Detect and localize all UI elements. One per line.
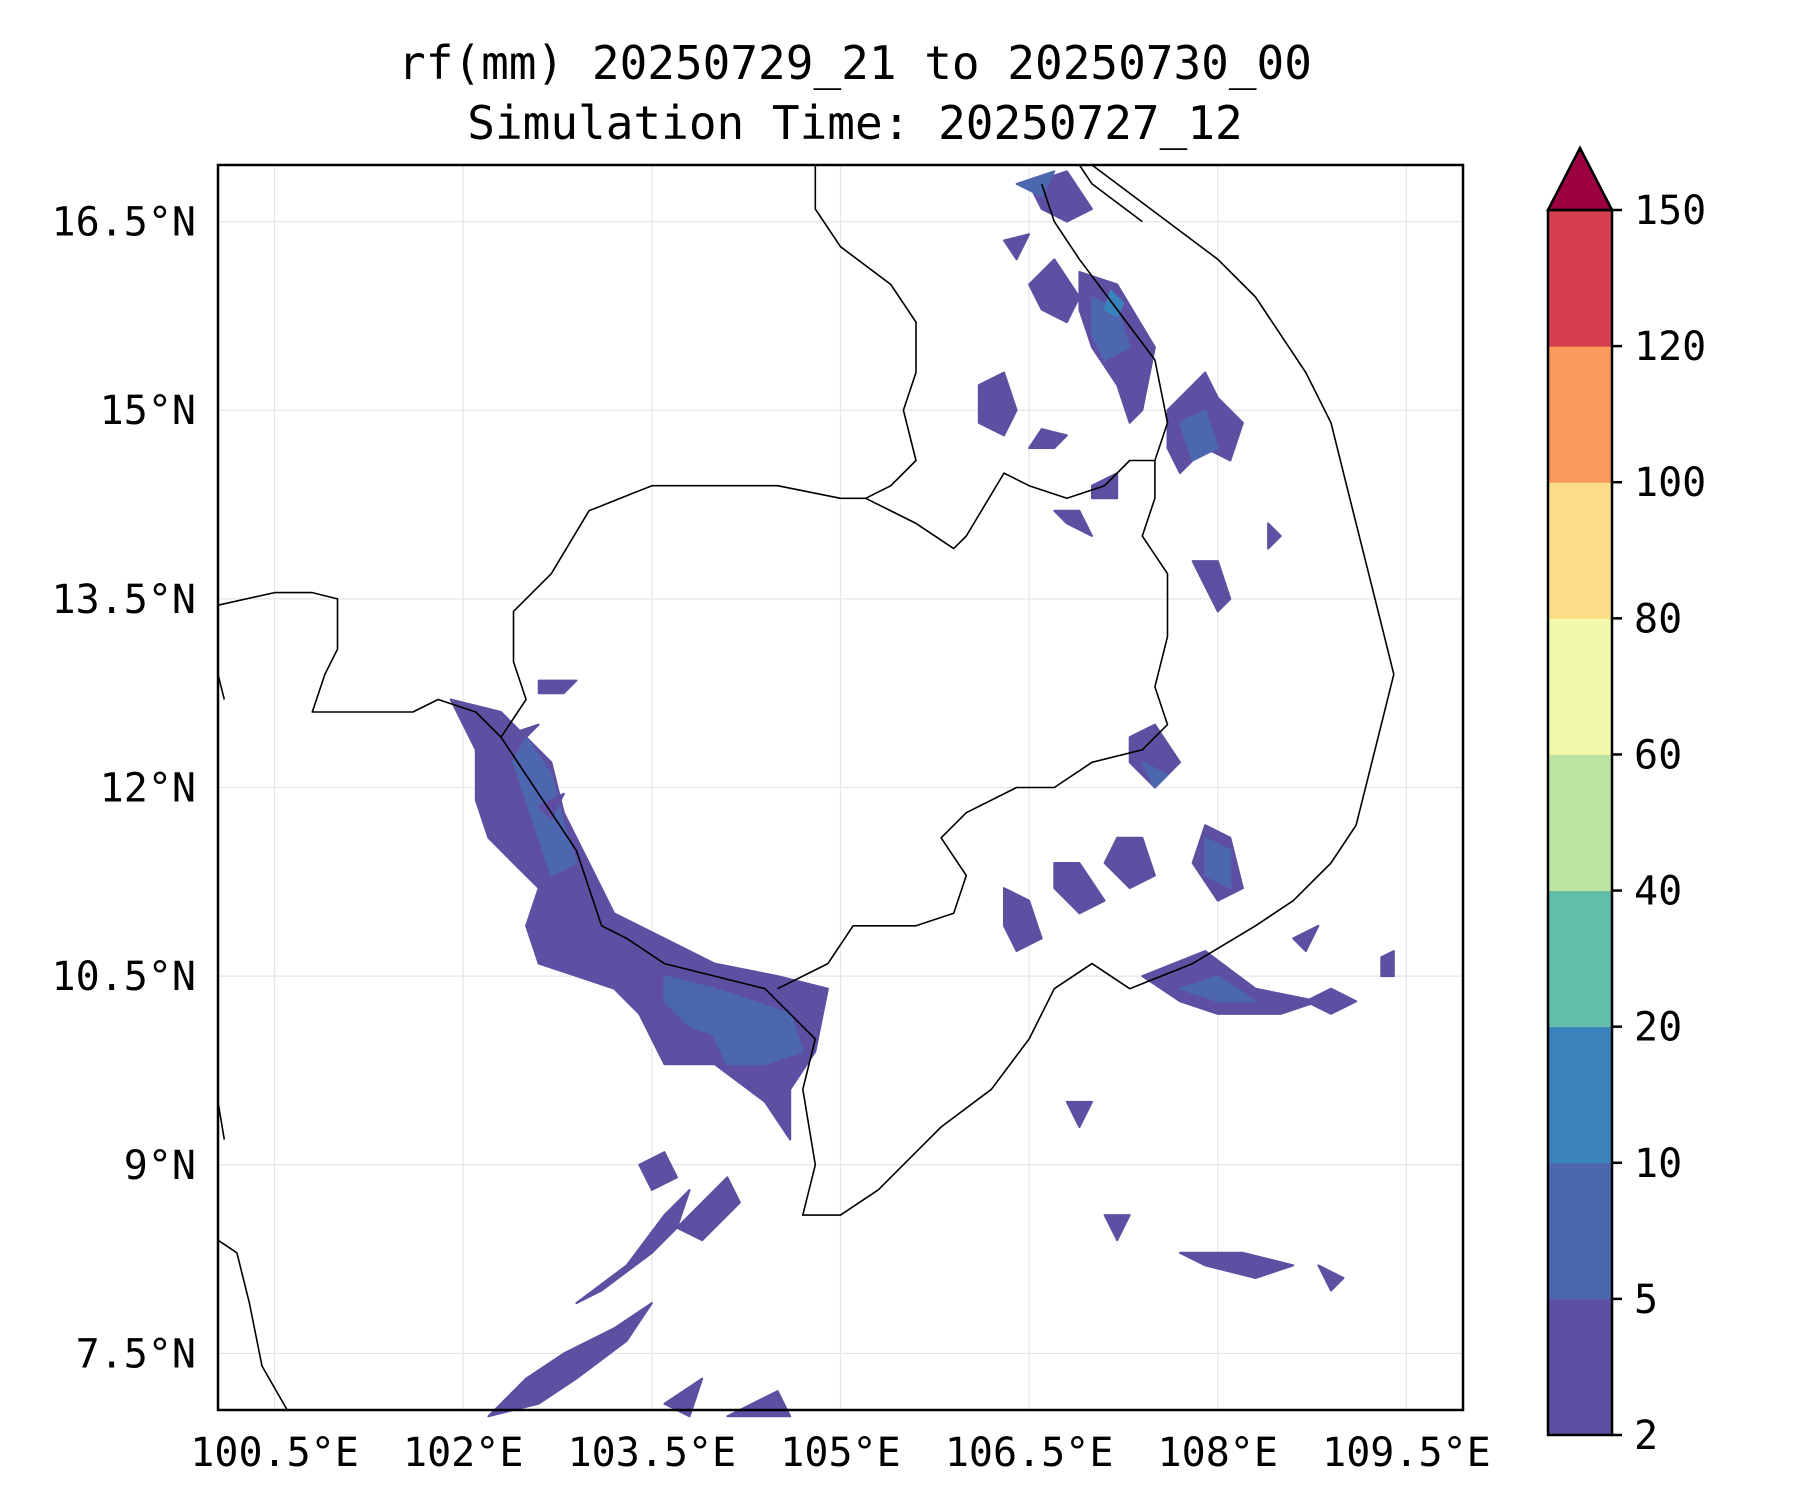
- rain-patch: [537, 792, 565, 820]
- rain-patch: [701, 1012, 766, 1066]
- rain-patch: [1015, 170, 1056, 198]
- rain-patch: [726, 1390, 792, 1418]
- rain-patch: [1317, 1264, 1345, 1292]
- rain-patch: [487, 1302, 653, 1418]
- lat-tick-label: 10.5°N: [52, 954, 197, 1000]
- colorbar-tick-label: 20: [1634, 1005, 1682, 1051]
- lat-tick-label: 15°N: [100, 388, 196, 434]
- rain-patch: [638, 1151, 678, 1191]
- colorbar-segment: [1548, 482, 1612, 619]
- rain-patch: [1141, 761, 1169, 789]
- colorbar-segment: [1548, 890, 1612, 1028]
- colorbar-segment: [1548, 618, 1612, 755]
- colorbar-segment: [1548, 346, 1612, 483]
- rain-patch: [1179, 1251, 1295, 1279]
- rain-patch: [676, 1176, 741, 1242]
- colorbar-tick-label: 80: [1634, 596, 1682, 642]
- lon-tick-label: 100.5°E: [190, 1430, 359, 1476]
- map-frame: [216, 163, 1465, 1412]
- rain-patch: [1103, 289, 1125, 317]
- colorbar-tick-label: 2: [1634, 1413, 1658, 1459]
- colorbar-frame: [1546, 208, 1614, 1437]
- rain-patch: [1292, 924, 1320, 952]
- lat-tick-label: 9°N: [124, 1143, 196, 1189]
- lat-tick-label: 13.5°N: [52, 577, 197, 623]
- outline-line: [865, 459, 1155, 550]
- map-title: rf(mm) 20250729_21 to 20250730_00: [398, 36, 1312, 90]
- rain-patch: [1179, 409, 1219, 462]
- colorbar-tick-label: 120: [1634, 324, 1706, 370]
- map-subtitle: Simulation Time: 20250727_12: [467, 96, 1243, 150]
- lat-tick-label: 12°N: [100, 766, 196, 812]
- lon-tick-label: 105°E: [780, 1430, 900, 1476]
- outline-line: [217, 164, 1395, 1216]
- outline-line: [217, 1239, 288, 1411]
- rain-patch: [1103, 836, 1156, 890]
- rain-patch: [575, 1188, 691, 1305]
- lat-tick-label: 7.5°N: [76, 1331, 196, 1377]
- lon-tick-label: 108°E: [1158, 1430, 1278, 1476]
- rain-patch: [1053, 862, 1106, 915]
- colorbar: 2 5 10 20 40 60 80 100 120 150: [1545, 145, 1706, 1459]
- lon-tick-label: 109.5°E: [1322, 1430, 1491, 1476]
- rain-patch: [537, 679, 578, 695]
- latitude-tick-labels: 16.5°N 15°N 13.5°N 12°N 10.5°N 9°N 7.5°N: [52, 200, 197, 1378]
- colorbar-tick-label: 60: [1634, 732, 1682, 778]
- colorbar-tick-label: 5: [1634, 1277, 1658, 1323]
- colorbar-tick-label: 10: [1634, 1141, 1682, 1187]
- rain-patch: [1053, 509, 1093, 537]
- outline-line: [1040, 183, 1169, 461]
- colorbar-segment: [1548, 210, 1612, 347]
- rain-patch: [1003, 887, 1043, 952]
- lat-tick-label: 16.5°N: [52, 200, 197, 246]
- rain-patch: [663, 975, 804, 1066]
- outline-line: [500, 484, 866, 738]
- longitude-tick-labels: 100.5°E 102°E 103.5°E 105°E 106.5°E 108°E 109.…: [190, 1430, 1490, 1476]
- colorbar-tick-label: 100: [1634, 460, 1706, 506]
- rain-patch: [1065, 1100, 1093, 1128]
- rain-patch: [1003, 233, 1031, 261]
- rainfall-fields: [449, 170, 1395, 1418]
- rain-patch: [1304, 987, 1358, 1015]
- colorbar-segment: [1548, 1298, 1612, 1436]
- rain-patch: [500, 723, 540, 751]
- outline-line: [1078, 164, 1143, 223]
- rain-patch: [977, 371, 1018, 437]
- colorbar-tick-label: 40: [1634, 869, 1682, 915]
- rain-patch: [1103, 1214, 1131, 1242]
- rain-patch: [1028, 428, 1068, 449]
- rain-patch: [1191, 560, 1232, 613]
- lon-tick-label: 106.5°E: [945, 1430, 1114, 1476]
- coastlines-and-borders: [217, 164, 1395, 1411]
- rain-patch: [449, 698, 829, 1141]
- rain-patch: [1028, 258, 1081, 324]
- lon-tick-label: 102°E: [403, 1430, 523, 1476]
- rain-patch: [1204, 836, 1232, 890]
- rain-patch: [1380, 950, 1395, 978]
- colorbar-extend-triangle: [1545, 145, 1615, 212]
- colorbar-segment: [1548, 1162, 1612, 1300]
- lon-tick-label: 103.5°E: [568, 1430, 737, 1476]
- rain-patch: [1179, 975, 1257, 1003]
- colorbar-segment: [1548, 754, 1612, 892]
- rain-patch: [1267, 522, 1282, 550]
- colorbar-tick-label: 150: [1634, 188, 1706, 234]
- outline-line: [814, 165, 917, 500]
- gridlines: [218, 165, 1463, 1410]
- colorbar-segment: [1548, 1026, 1612, 1164]
- rain-patch: [1141, 950, 1320, 1015]
- outline-line: [777, 460, 1169, 990]
